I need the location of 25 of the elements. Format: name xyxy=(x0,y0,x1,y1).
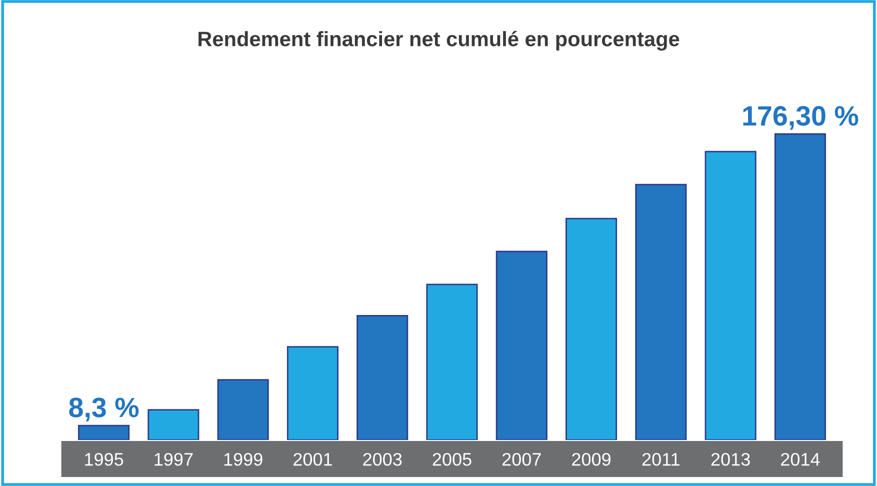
bar xyxy=(635,184,687,440)
bar xyxy=(426,284,478,440)
x-tick-label: 2011 xyxy=(642,452,680,466)
bar xyxy=(356,315,408,440)
x-tick-label: 1997 xyxy=(154,452,193,466)
x-tick-label: 2005 xyxy=(432,452,472,466)
bar xyxy=(774,133,826,440)
x-tick-label: 2009 xyxy=(572,452,611,466)
bar xyxy=(78,424,130,440)
bar xyxy=(704,150,756,440)
x-tick-label: 2013 xyxy=(711,452,750,466)
x-tick-label: 2007 xyxy=(502,452,541,466)
bar xyxy=(286,346,338,440)
bar xyxy=(217,379,269,440)
bar xyxy=(496,250,548,440)
chart-title: Rendement financier net cumulé en pourcentage xyxy=(198,30,680,51)
data-label: 8,3 % xyxy=(69,398,139,422)
x-tick-label: 1995 xyxy=(85,452,124,466)
bar xyxy=(566,218,618,440)
x-tick-label: 2001 xyxy=(294,452,332,466)
x-tick-label: 1999 xyxy=(224,452,262,466)
x-tick-label: 2014 xyxy=(781,452,820,466)
bar xyxy=(148,409,200,440)
data-label: 176,30 % xyxy=(743,106,858,130)
x-tick-label: 2003 xyxy=(363,452,402,466)
